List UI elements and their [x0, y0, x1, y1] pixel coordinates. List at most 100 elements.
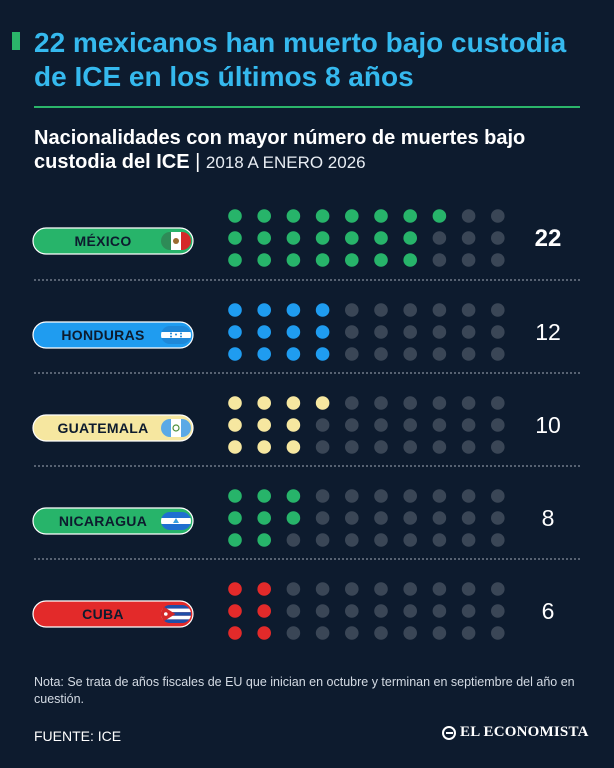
death-dot: [257, 418, 272, 432]
value-label-nicaragua: 8: [542, 505, 555, 531]
empty-dot: [315, 511, 330, 525]
empty-dot: [403, 325, 418, 339]
empty-dot: [374, 347, 388, 361]
death-dot: [228, 303, 242, 317]
country-label-honduras: HONDURAS: [32, 321, 194, 349]
empty-dot: [345, 440, 359, 454]
death-dot: [228, 325, 242, 339]
death-dot: [257, 325, 272, 339]
death-dot: [286, 511, 301, 525]
empty-dot: [315, 489, 330, 503]
country-name: MÉXICO: [74, 233, 131, 249]
empty-dot: [432, 396, 447, 410]
label-pill: [32, 600, 194, 628]
empty-dot: [432, 418, 447, 432]
label-pill: [32, 507, 194, 535]
death-dot: [315, 303, 330, 317]
title-divider: [34, 106, 580, 108]
empty-dot: [286, 582, 301, 596]
empty-dot: [286, 533, 301, 547]
empty-dot: [461, 440, 476, 454]
empty-dot: [403, 440, 418, 454]
empty-dot: [374, 418, 388, 432]
title-accent-bar: [12, 32, 20, 50]
empty-dot: [403, 582, 418, 596]
death-dot: [345, 231, 359, 245]
empty-dot: [374, 626, 388, 640]
death-dot: [228, 604, 242, 618]
death-dot: [286, 418, 301, 432]
empty-dot: [491, 396, 505, 410]
dots-honduras: [228, 303, 505, 361]
empty-dot: [491, 604, 505, 618]
label-pill: [32, 321, 194, 349]
death-dot: [403, 209, 418, 223]
death-dot: [257, 347, 272, 361]
country-name: CUBA: [82, 606, 124, 622]
footnote: Nota: Se trata de años fiscales de EU qu…: [34, 675, 575, 706]
page-title: 22 mexicanos han muerto bajo custodia de…: [34, 27, 567, 92]
death-dot: [257, 231, 272, 245]
empty-dot: [403, 604, 418, 618]
death-dot: [228, 626, 242, 640]
empty-dot: [315, 418, 330, 432]
empty-dot: [345, 604, 359, 618]
empty-dot: [432, 582, 447, 596]
death-dot: [403, 231, 418, 245]
empty-dot: [461, 582, 476, 596]
death-dot: [345, 253, 359, 267]
empty-dot: [286, 604, 301, 618]
empty-dot: [461, 347, 476, 361]
empty-dot: [315, 582, 330, 596]
empty-dot: [461, 626, 476, 640]
empty-dot: [491, 440, 505, 454]
empty-dot: [345, 396, 359, 410]
empty-dot: [374, 533, 388, 547]
country-label-nicaragua: NICARAGUA: [32, 507, 194, 535]
label-pill: [32, 414, 194, 442]
empty-dot: [491, 303, 505, 317]
death-dot: [257, 626, 272, 640]
empty-dot: [461, 253, 476, 267]
death-dot: [374, 209, 388, 223]
empty-dot: [491, 533, 505, 547]
brand-name: EL ECONOMISTA: [460, 724, 589, 740]
dots-nicaragua: [228, 489, 505, 547]
empty-dot: [345, 511, 359, 525]
death-dot: [286, 231, 301, 245]
subtitle-main: Nacionalidades con mayor número de muert…: [34, 127, 526, 173]
empty-dot: [491, 418, 505, 432]
label-pill: [32, 227, 194, 255]
country-label-guatemala: GUATEMALA: [32, 414, 194, 442]
death-dot: [257, 604, 272, 618]
empty-dot: [461, 533, 476, 547]
value-label-cuba: 6: [542, 598, 555, 624]
empty-dot: [491, 231, 505, 245]
empty-dot: [432, 440, 447, 454]
empty-dot: [345, 325, 359, 339]
source-credit: FUENTE: ICE: [34, 728, 122, 744]
empty-dot: [403, 347, 418, 361]
death-dot: [228, 347, 242, 361]
empty-dot: [374, 511, 388, 525]
empty-dot: [374, 440, 388, 454]
empty-dot: [491, 209, 505, 223]
honduras-flag-icon: [161, 326, 191, 344]
country-name: GUATEMALA: [57, 420, 148, 436]
empty-dot: [345, 303, 359, 317]
empty-dot: [403, 533, 418, 547]
empty-dot: [345, 626, 359, 640]
empty-dot: [432, 231, 447, 245]
empty-dot: [461, 604, 476, 618]
empty-dot: [374, 303, 388, 317]
dots-mexico: [228, 209, 505, 267]
empty-dot: [461, 325, 476, 339]
empty-dot: [432, 511, 447, 525]
empty-dot: [432, 325, 447, 339]
empty-dot: [345, 347, 359, 361]
chart-subtitle: Nacionalidades con mayor número de muert…: [34, 126, 594, 175]
death-dot: [257, 440, 272, 454]
empty-dot: [403, 511, 418, 525]
empty-dot: [374, 489, 388, 503]
death-dot: [228, 231, 242, 245]
